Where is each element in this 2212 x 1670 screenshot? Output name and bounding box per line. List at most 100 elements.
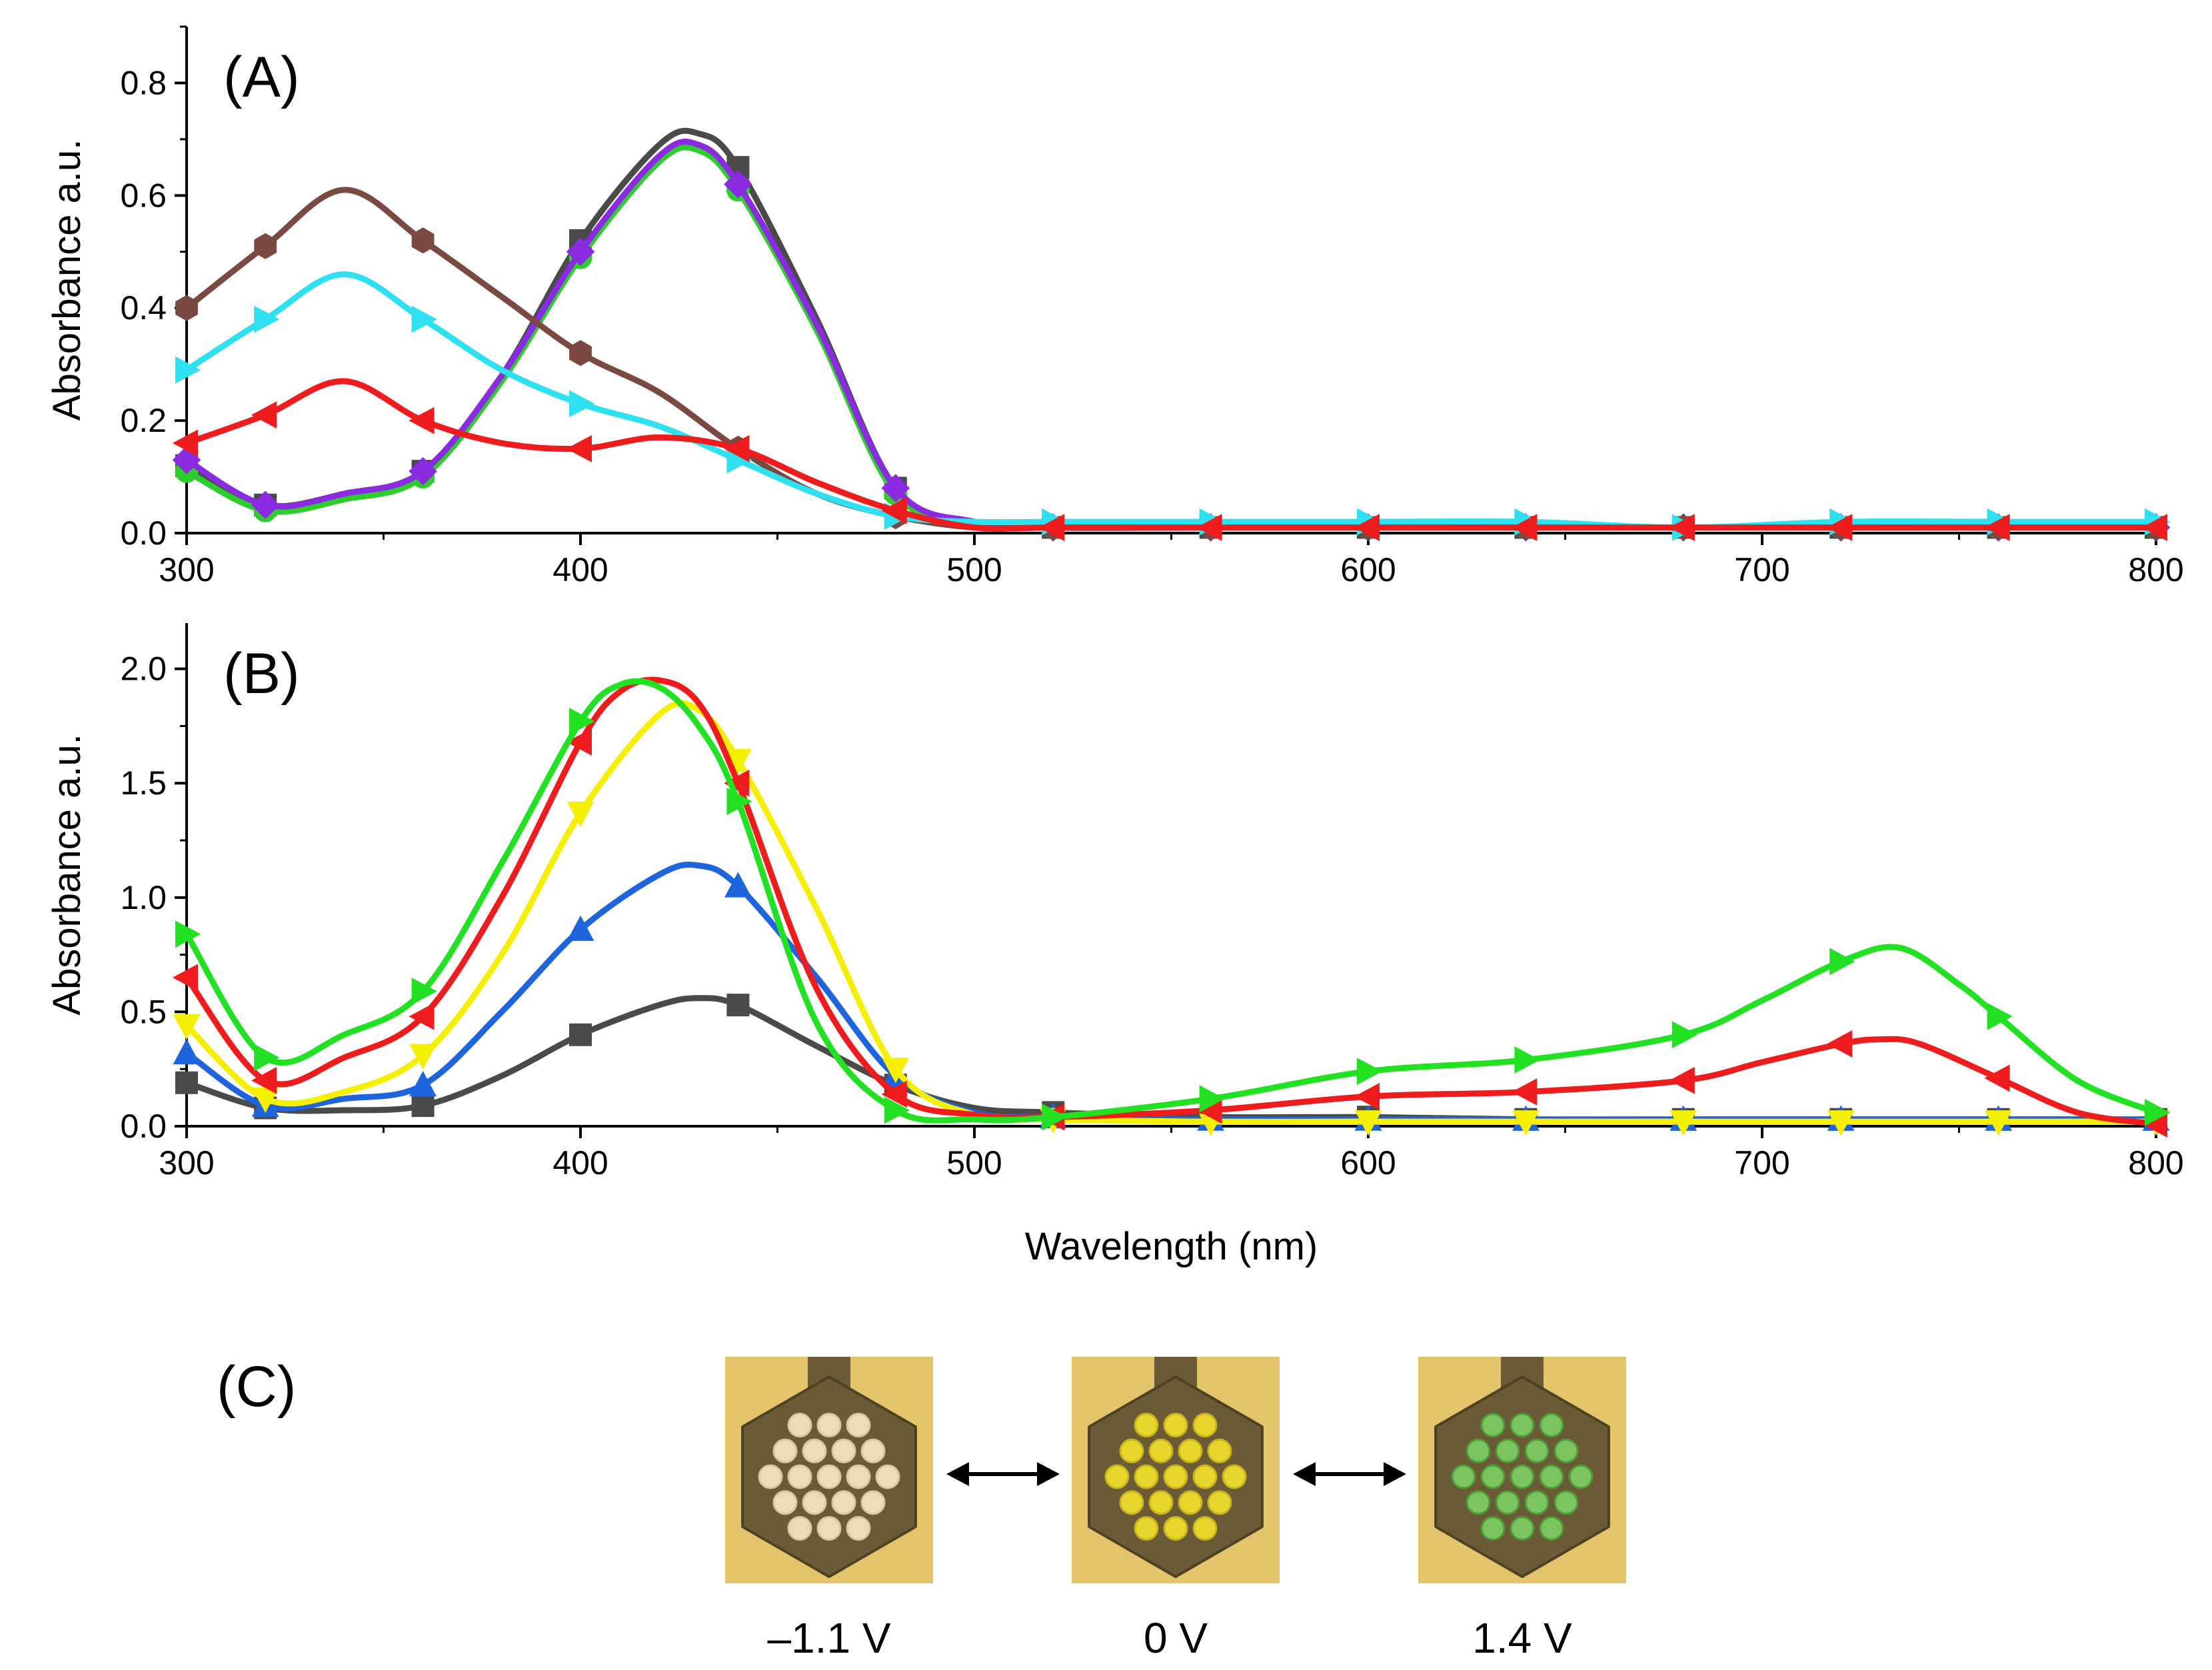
electrode-dot: [1207, 1438, 1232, 1463]
electrode-dot: [1134, 1515, 1159, 1541]
electrode-dot: [1104, 1464, 1130, 1489]
data-point-yellow: [173, 1014, 201, 1040]
y-tick-label: 1.5: [120, 764, 167, 802]
data-point-brown: [569, 340, 592, 367]
data-point-red: [172, 429, 198, 457]
data-point-red: [724, 434, 750, 462]
electrode-dot: [1480, 1413, 1506, 1438]
data-point-yellow: [251, 1087, 279, 1114]
data-point-red: [1984, 514, 2010, 541]
series-line-green: [187, 144, 2159, 531]
voltage-label: 1.4 V: [1472, 1614, 1572, 1662]
electrode-dot: [1524, 1490, 1550, 1515]
double-arrow-icon: [946, 1462, 1060, 1486]
electrode-dot: [816, 1515, 842, 1541]
data-point-blue: [173, 1038, 201, 1065]
data-point-green: [175, 920, 201, 948]
electrode-dot: [1539, 1464, 1564, 1489]
electrode-dot: [1119, 1490, 1144, 1515]
series-red: [172, 378, 2167, 541]
electrode-dot: [846, 1515, 871, 1541]
data-point-cyan: [411, 305, 437, 333]
electrode-dot: [1222, 1464, 1247, 1489]
data-point-green: [411, 978, 437, 1005]
data-point-red: [1512, 514, 1538, 541]
electrode-dot: [802, 1438, 827, 1463]
data-point-cyan: [175, 356, 201, 384]
y-tick-label: 0.2: [120, 402, 167, 439]
y-tick-label: 0.8: [120, 64, 167, 101]
data-point-purple: [409, 456, 437, 486]
x-tick-label: 400: [553, 1144, 608, 1182]
electrode-dot: [1148, 1490, 1174, 1515]
x-tick-label: 300: [159, 551, 214, 588]
data-point-red: [409, 407, 435, 434]
data-point-blue: [724, 872, 752, 898]
data-point-green: [1514, 1046, 1540, 1074]
electrode-dot: [1163, 1464, 1188, 1489]
x-tick-label: 600: [1340, 1144, 1396, 1182]
electrode-dot: [1192, 1464, 1218, 1489]
data-point-red: [724, 769, 750, 797]
x-tick-label: 700: [1734, 1144, 1789, 1182]
electrode-dot: [1539, 1413, 1564, 1438]
electrode-dot: [831, 1490, 856, 1515]
electrode-dot: [1524, 1438, 1550, 1463]
electrode-dot: [1480, 1515, 1506, 1541]
data-point-green: [254, 1044, 280, 1072]
electrode-dot: [1480, 1464, 1506, 1489]
electrode-dot: [831, 1438, 856, 1463]
series-green: [175, 678, 2171, 1131]
panel-label: (A): [223, 45, 300, 109]
y-tick-label: 0.0: [120, 514, 167, 552]
data-point-yellow: [724, 748, 752, 775]
series-line-dark-grey: [187, 127, 2159, 531]
electrode-dot: [1554, 1490, 1579, 1515]
data-point-green: [1671, 1021, 1698, 1049]
electrode-dot: [787, 1413, 812, 1438]
data-point-blue: [566, 915, 594, 941]
photo-tile-2: [1418, 1357, 1626, 1583]
chart-panel-b: 300 400 500 600 700 800 0.0 0.5 1.0 1.5 2.0 Absorba…: [45, 623, 2184, 1268]
data-point-red: [1196, 514, 1222, 541]
electrode-dot: [1466, 1490, 1491, 1515]
x-tick-label: 800: [2128, 1144, 2183, 1182]
electrode-dot: [1495, 1490, 1520, 1515]
data-point-brown: [254, 233, 277, 259]
electrode-dot: [1554, 1438, 1579, 1463]
data-point-yellow: [409, 1044, 437, 1070]
data-point-green: [569, 708, 595, 735]
data-point-purple: [251, 490, 280, 520]
data-point-red: [1669, 1066, 1695, 1094]
data-point-red: [881, 1080, 907, 1108]
electrode-dot: [1510, 1515, 1535, 1541]
electrode-dot: [1178, 1438, 1203, 1463]
electrode-dot: [1163, 1515, 1188, 1541]
electrode-dot: [772, 1438, 798, 1463]
data-point-red: [251, 401, 277, 429]
data-point-yellow: [1354, 1110, 1382, 1136]
data-point-green: [2145, 1099, 2171, 1126]
panel-label: (C): [217, 1355, 296, 1419]
data-point-purple: [881, 474, 910, 502]
data-point-red: [172, 964, 198, 992]
series-green: [175, 144, 2168, 540]
double-arrow-icon: [1293, 1462, 1406, 1486]
y-tick-label: 1.0: [120, 879, 167, 916]
y-axis-title: Absorbance a.u.: [45, 734, 89, 1015]
electrode-dot: [1207, 1490, 1232, 1515]
series-cyan: [175, 271, 2171, 541]
electrode-dot: [1539, 1515, 1564, 1541]
data-point-red: [566, 434, 592, 462]
data-point-brown: [175, 295, 198, 321]
electrode-dot: [1495, 1438, 1520, 1463]
electrode-dot: [1119, 1438, 1144, 1463]
data-point-green: [726, 788, 752, 816]
data-point-purple: [724, 170, 752, 199]
series-red: [172, 676, 2167, 1138]
electrode-dot: [846, 1413, 871, 1438]
data-point-red: [1826, 514, 1853, 541]
electrode-dot: [875, 1464, 900, 1489]
data-point-green: [1357, 1058, 1383, 1086]
